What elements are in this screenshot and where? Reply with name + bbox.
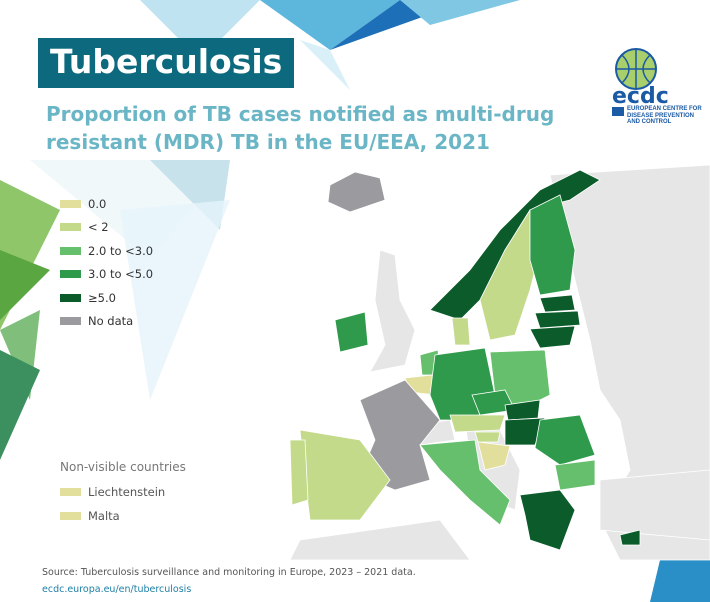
country-france	[359, 379, 441, 491]
legend-item: < 2	[60, 216, 153, 240]
north-africa	[289, 519, 471, 561]
legend-item: ≥5.0	[60, 286, 153, 310]
legend-label: ≥5.0	[88, 290, 116, 305]
map-legend: 0.0 < 2 2.0 to <3.0 3.0 to <5.0 ≥5.0 No …	[60, 192, 153, 333]
legend-label: 0.0	[88, 196, 107, 211]
non-visible-heading: Non-visible countries	[60, 460, 186, 474]
ecdc-globe-icon: ecdc	[612, 48, 669, 109]
country-estonia	[539, 294, 576, 313]
logo-tagline-row: EUROPEAN CENTRE FOR DISEASE PREVENTION A…	[612, 106, 705, 126]
uk	[369, 249, 416, 373]
legend-item: Malta	[60, 504, 186, 528]
ecdc-logo: ecdc EUROPEAN CENTRE FOR DISEASE PREVENT…	[600, 45, 708, 125]
country-cyprus	[619, 529, 641, 546]
non-eu-east	[549, 164, 710, 561]
legend-item: 0.0	[60, 192, 153, 216]
country-austria	[449, 414, 506, 433]
eu-flag-icon	[612, 107, 624, 116]
legend-swatch	[60, 246, 81, 255]
legend-label: 3.0 to <5.0	[88, 267, 154, 282]
source-note: Source: Tuberculosis surveillance and mo…	[42, 567, 416, 578]
legend-item: Liechtenstein	[60, 480, 186, 504]
country-finland	[529, 194, 576, 296]
legend-item: No data	[60, 310, 153, 334]
legend-label: Liechtenstein	[88, 485, 166, 499]
country-croatia	[477, 441, 511, 471]
legend-swatch	[60, 488, 81, 496]
country-denmark	[451, 317, 471, 346]
legend-swatch	[60, 223, 81, 232]
legend-label: No data	[88, 314, 134, 329]
legend-label: Malta	[88, 509, 120, 523]
logo-tagline: EUROPEAN CENTRE FOR DISEASE PREVENTION A…	[627, 106, 702, 125]
legend-item: 2.0 to <3.0	[60, 239, 153, 263]
turkey	[599, 469, 710, 541]
country-greece	[519, 489, 576, 551]
country-slovenia	[474, 431, 501, 443]
legend-swatch	[60, 270, 81, 279]
legend-label: 2.0 to <3.0	[88, 243, 154, 258]
country-norway	[429, 169, 601, 321]
legend-label: < 2	[88, 220, 109, 235]
svg-text:ecdc: ecdc	[612, 84, 669, 105]
country-latvia	[534, 310, 581, 329]
legend-swatch	[60, 512, 81, 520]
country-ireland	[334, 311, 369, 353]
country-italy	[419, 439, 511, 526]
country-lithuania	[529, 325, 576, 349]
legend-swatch	[60, 199, 81, 208]
legend-item: 3.0 to <5.0	[60, 263, 153, 287]
country-hungary	[504, 417, 546, 446]
non-visible-countries: Non-visible countries Liechtenstein Malt…	[60, 460, 186, 528]
country-portugal	[289, 439, 309, 506]
map-subtitle: Proportion of TB cases notified as multi…	[46, 102, 555, 154]
legend-swatch	[60, 293, 81, 302]
country-bulgaria	[554, 459, 596, 491]
country-iceland	[327, 171, 386, 213]
country-romania	[534, 414, 596, 466]
source-link[interactable]: ecdc.europa.eu/en/tuberculosis	[42, 584, 192, 595]
page-title: Tuberculosis	[38, 38, 295, 88]
legend-swatch	[60, 317, 81, 326]
